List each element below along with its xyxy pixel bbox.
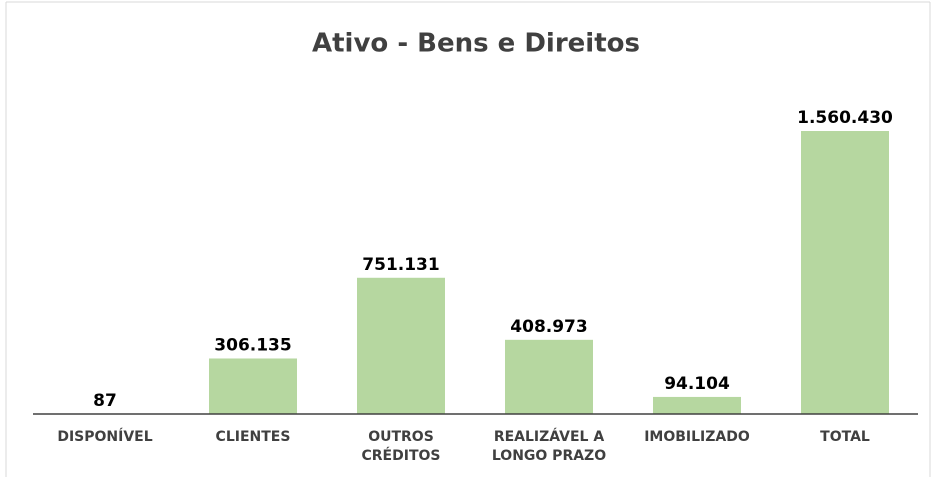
x-tick-label: DISPONÍVEL (57, 429, 153, 445)
bar (357, 277, 445, 414)
data-label: 751.131 (362, 255, 439, 275)
x-tick-label: IMOBILIZADO (644, 429, 750, 445)
bar (801, 131, 889, 414)
chart-title: Ativo - Bens e Direitos (312, 29, 640, 59)
data-label: 87 (93, 391, 117, 411)
x-tick-label: OUTROS CRÉDITOS (361, 429, 441, 464)
x-tick-label: TOTAL (820, 429, 870, 445)
data-label: 1.560.430 (797, 108, 893, 128)
x-tick-label: REALIZÁVEL A LONGO PRAZO (491, 429, 607, 464)
x-tick-label: CLIENTES (215, 429, 291, 445)
bar (209, 358, 297, 414)
data-label: 408.973 (510, 317, 587, 337)
data-label: 94.104 (664, 374, 730, 394)
bar (653, 396, 741, 414)
bar (505, 339, 593, 414)
data-label: 306.135 (214, 335, 291, 355)
